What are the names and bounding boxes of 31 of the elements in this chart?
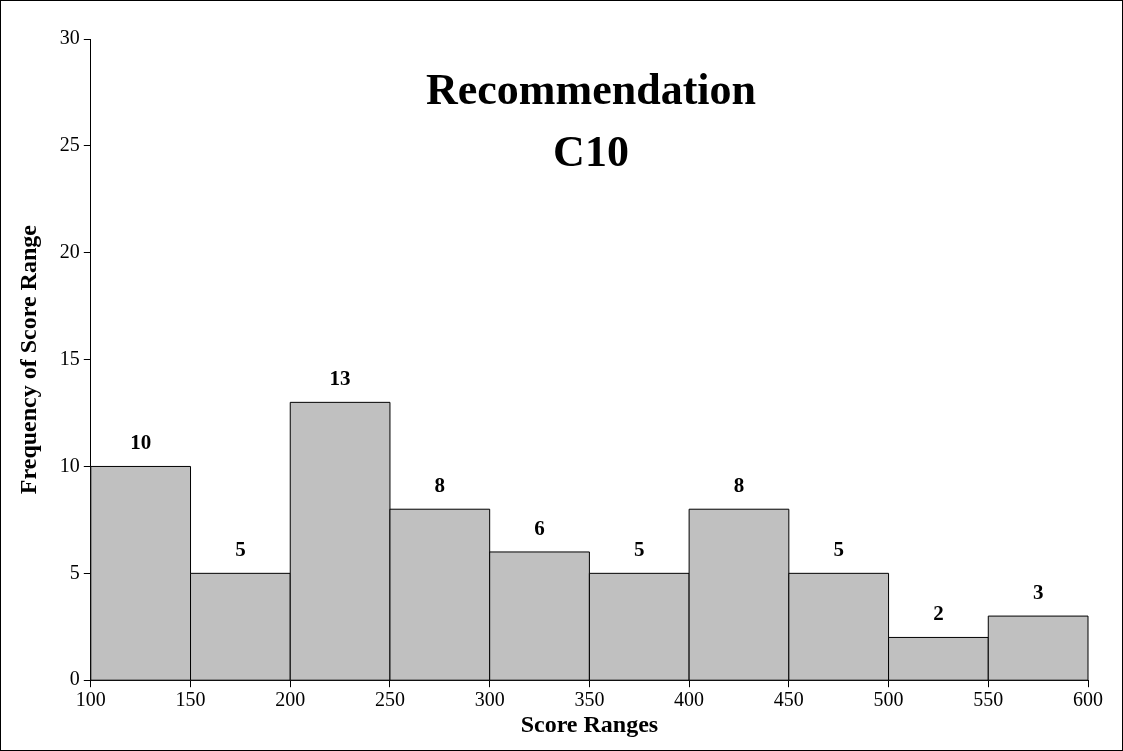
data-label: 3 — [1032, 580, 1044, 604]
text: Recommendation C10 — [426, 65, 756, 176]
y-tick-label: 10 — [59, 453, 80, 476]
data-label: 5 — [634, 537, 645, 562]
x-tick-label: 300 — [474, 688, 505, 711]
y-tick-label: 15 — [59, 346, 80, 369]
data-label: 6 — [534, 515, 545, 540]
y-tick-label: 20 — [59, 239, 80, 262]
x-tick-label: 250 — [374, 688, 405, 711]
data-label: 13 — [329, 366, 351, 391]
data-label: 5 — [833, 537, 844, 562]
y-axis-title: Frequency of Score Range — [14, 224, 41, 495]
data-label: 8 — [733, 473, 745, 498]
x-tick-label: 500 — [873, 688, 904, 711]
x-tick-label: 350 — [574, 688, 605, 711]
x-tick-label: 450 — [773, 688, 804, 711]
data-label: 5 — [235, 537, 246, 562]
y-tick-label: 30 — [59, 26, 80, 49]
data-label: 8 — [434, 473, 446, 498]
x-tick-label: 600 — [1073, 688, 1103, 711]
data-label: 2 — [933, 601, 944, 626]
x-axis-title: Score Ranges — [520, 710, 659, 737]
x-tick-label: 400 — [674, 688, 705, 711]
y-tick-label: 5 — [69, 560, 80, 583]
x-tick-label: 100 — [75, 688, 106, 711]
y-tick-label: 0 — [69, 667, 80, 690]
y-tick-label: 25 — [59, 133, 80, 156]
x-tick-label: 200 — [275, 688, 306, 711]
x-tick-label: 150 — [175, 688, 206, 711]
data-label: 10 — [130, 430, 152, 455]
x-tick-label: 550 — [973, 688, 1004, 711]
